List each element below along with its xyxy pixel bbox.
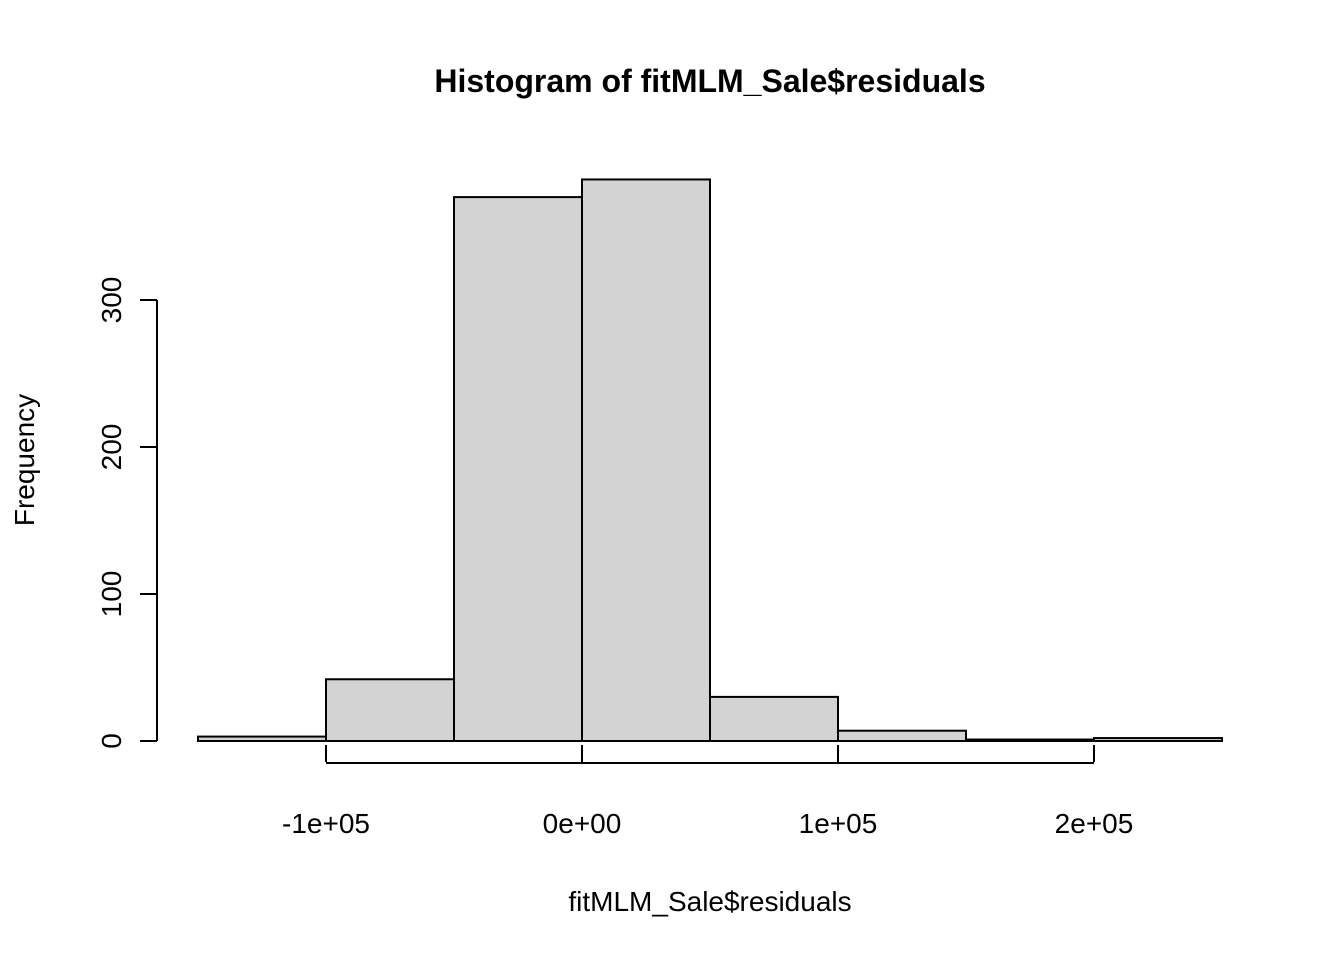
histogram-bar (581, 178, 711, 742)
y-tick-label: 300 (96, 277, 127, 324)
histogram-bar (965, 738, 1095, 743)
histogram-bars (197, 178, 1223, 743)
histogram-bar (1093, 737, 1223, 742)
y-axis: 0 100 200 300 (96, 277, 158, 749)
y-tick-label: 0 (96, 733, 127, 749)
histogram-bar (837, 729, 967, 743)
x-axis-label: fitMLM_Sale$residuals (568, 886, 851, 917)
histogram-bar (197, 735, 327, 743)
x-tick-label: 1e+05 (799, 808, 878, 839)
chart-title: Histogram of fitMLM_Sale$residuals (434, 63, 985, 99)
y-tick-label: 100 (96, 571, 127, 618)
x-tick-label: 0e+00 (543, 808, 622, 839)
x-tick-label: -1e+05 (282, 808, 370, 839)
histogram-bar (453, 196, 583, 743)
histogram-bar (709, 695, 839, 743)
histogram-bar (325, 678, 455, 743)
x-tick-label: 2e+05 (1055, 808, 1134, 839)
y-axis-label: Frequency (9, 394, 40, 526)
y-tick-label: 200 (96, 424, 127, 471)
x-axis: -1e+05 0e+00 1e+05 2e+05 (282, 745, 1133, 839)
